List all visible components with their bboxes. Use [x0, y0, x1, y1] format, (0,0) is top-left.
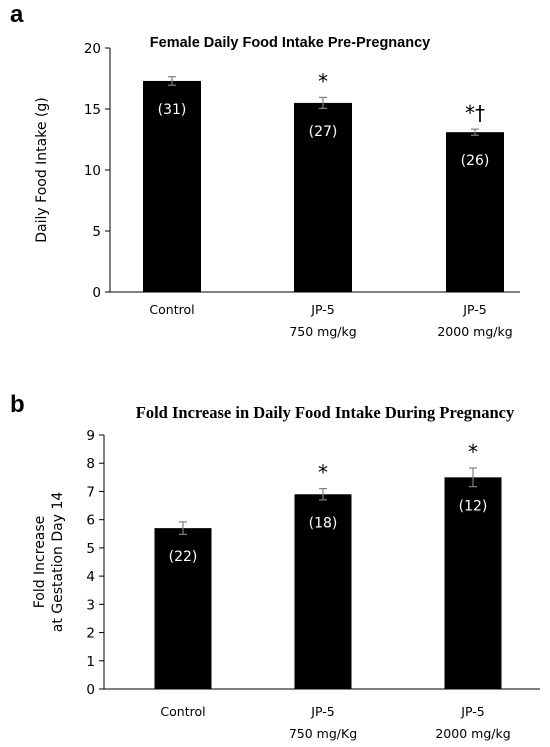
- panel-letter: a: [10, 1, 24, 28]
- sample-size-label: (31): [158, 102, 187, 118]
- x-tick-label: 2000 mg/kg: [437, 324, 512, 339]
- x-tick-label: JP-5: [462, 302, 486, 317]
- bar: [294, 494, 352, 689]
- x-tick-label: 750 mg/kg: [289, 324, 356, 339]
- x-tick-label: JP-5: [310, 704, 334, 719]
- y-tick-label: 6: [86, 513, 95, 529]
- y-tick-label: 1: [86, 654, 95, 670]
- significance-marker: *: [468, 440, 478, 464]
- x-tick-label: JP-5: [460, 704, 484, 719]
- y-tick-label: 10: [84, 163, 101, 179]
- sample-size-label: (27): [309, 124, 338, 140]
- bar: [294, 102, 352, 293]
- y-axis-label: Daily Food Intake (g): [34, 97, 50, 242]
- y-axis-label: at Gestation Day 14: [50, 492, 66, 633]
- significance-marker: *†: [465, 101, 485, 125]
- y-tick-label: 5: [92, 224, 101, 240]
- y-tick-label: 0: [86, 682, 95, 698]
- chart-panel-b: b Fold Increase in Daily Food Intake Duri…: [10, 391, 540, 741]
- sample-size-label: (18): [309, 515, 338, 531]
- sample-size-label: (22): [169, 549, 198, 565]
- bar: [444, 477, 502, 689]
- sample-size-label: (12): [459, 498, 488, 514]
- x-tick-label: 2000 mg/kg: [435, 726, 510, 741]
- panel-letter: b: [10, 391, 25, 418]
- significance-marker: *: [318, 461, 328, 485]
- y-tick-label: 3: [86, 597, 95, 613]
- y-tick-label: 9: [86, 428, 95, 444]
- chart-title: Fold Increase in Daily Food Intake Durin…: [136, 403, 515, 422]
- x-tick-label: Control: [149, 302, 194, 317]
- y-tick-label: 5: [86, 541, 95, 557]
- bar: [143, 80, 201, 292]
- chart-panel-a: a Female Daily Food Intake Pre-Pregnancy 0…: [10, 1, 520, 339]
- bar: [154, 528, 212, 689]
- y-tick-label: 8: [86, 456, 95, 472]
- chart-title: Female Daily Food Intake Pre-Pregnancy: [150, 35, 430, 51]
- y-axis-label: Fold Increase: [32, 516, 48, 609]
- y-tick-label: 15: [84, 102, 101, 118]
- sample-size-label: (26): [461, 153, 490, 169]
- y-tick-label: 20: [84, 41, 101, 57]
- y-tick-label: 0: [92, 285, 101, 301]
- y-tick-label: 4: [86, 569, 95, 585]
- x-tick-label: JP-5: [310, 302, 334, 317]
- x-tick-label: Control: [160, 704, 205, 719]
- y-tick-label: 7: [86, 484, 95, 500]
- bar: [446, 132, 504, 292]
- x-tick-label: 750 mg/Kg: [289, 726, 357, 741]
- y-tick-label: 2: [86, 626, 95, 642]
- significance-marker: *: [318, 69, 328, 93]
